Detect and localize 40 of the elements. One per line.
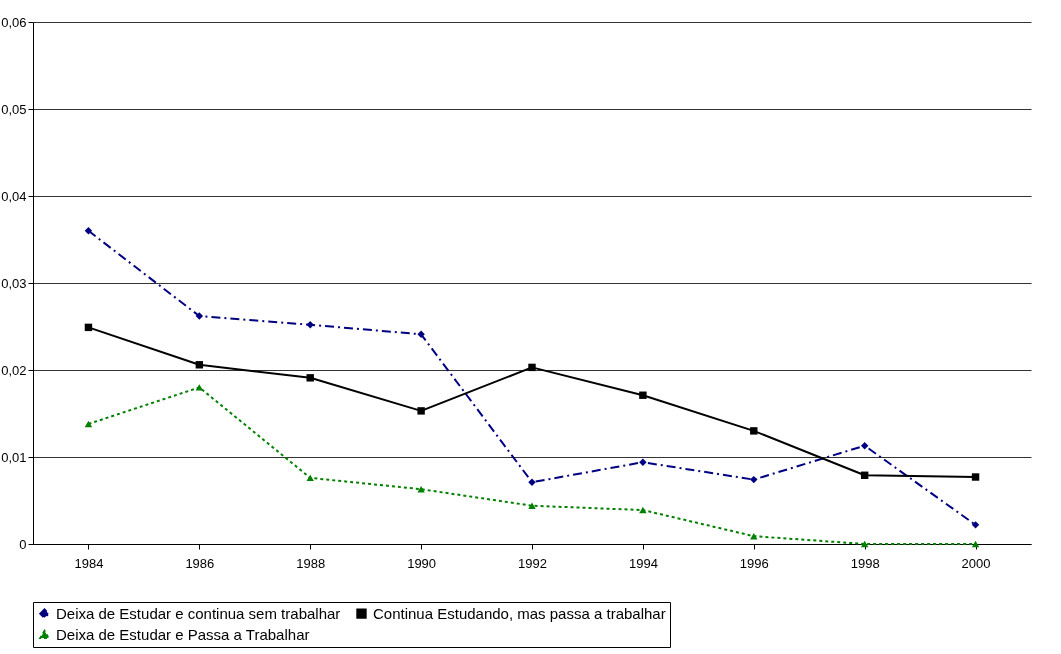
point <box>528 502 536 509</box>
point <box>306 474 314 482</box>
point <box>195 384 204 391</box>
point <box>750 427 758 435</box>
point <box>639 391 647 399</box>
point <box>639 506 647 514</box>
y-tick-label: 0,01 <box>1 449 27 465</box>
x-tick-label: 1992 <box>518 555 547 571</box>
point <box>971 540 980 548</box>
point <box>195 312 204 320</box>
x-tick-label: 1986 <box>185 555 215 571</box>
legend-label: Deixa de Estudar e Passa a Trabalhar <box>56 625 310 643</box>
point <box>84 420 93 428</box>
point <box>417 407 425 415</box>
y-tick-label: 0 <box>19 536 27 552</box>
point <box>971 521 980 529</box>
x-tick-label: 1984 <box>74 555 104 571</box>
y-tick-label: 0,04 <box>1 188 27 204</box>
point <box>417 330 425 339</box>
y-tick-label: 0,05 <box>1 101 27 117</box>
x-tick-label: 1994 <box>628 555 658 571</box>
x-tick-label: 1996 <box>739 555 769 571</box>
point <box>84 227 93 235</box>
x-tick-label: 2000 <box>961 555 991 571</box>
point <box>528 363 536 372</box>
y-tick-label: 0,06 <box>1 14 27 30</box>
point <box>860 441 869 450</box>
legend-label: Continua Estudando, mas passa a trabalhar <box>373 604 666 622</box>
y-tick-label: 0,03 <box>1 275 27 291</box>
y-tick-label: 0,02 <box>1 362 27 378</box>
point <box>971 473 980 481</box>
x-tick-label: 1998 <box>850 555 880 571</box>
point <box>306 374 314 382</box>
legend-label: Deixa de Estudar e continua sem trabalhar <box>56 604 341 622</box>
point <box>750 475 758 484</box>
x-tick-label: 1990 <box>407 555 437 571</box>
point <box>639 458 647 466</box>
point <box>306 321 314 329</box>
point <box>860 540 869 548</box>
x-tick-label: 1988 <box>296 555 326 571</box>
